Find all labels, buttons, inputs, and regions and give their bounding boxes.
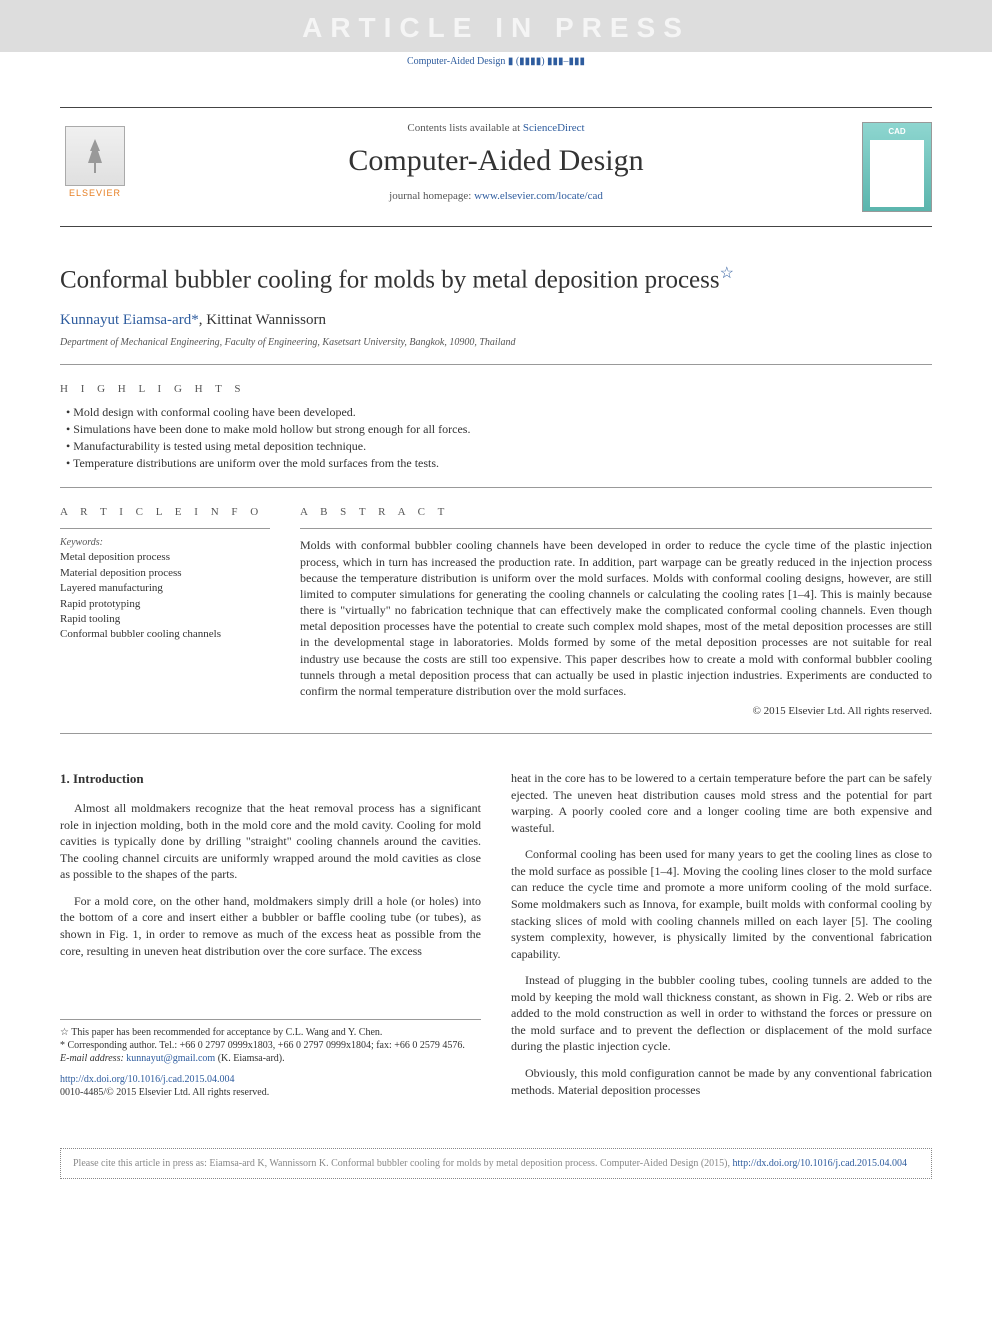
- keyword: Conformal bubbler cooling channels: [60, 627, 270, 642]
- article-info-label: A R T I C L E I N F O: [60, 506, 270, 518]
- keyword: Material deposition process: [60, 566, 270, 581]
- footnote-recommended: ☆ This paper has been recommended for ac…: [60, 1026, 481, 1039]
- homepage-label: journal homepage:: [389, 190, 474, 202]
- authors-line: Kunnayut Eiamsa-ard*, Kittinat Wannissor…: [60, 312, 932, 329]
- divider: [60, 528, 270, 529]
- journal-reference-top: Computer-Aided Design ▮ (▮▮▮▮) ▮▮▮–▮▮▮: [0, 52, 992, 77]
- citation-footer-box: Please cite this article in press as: Ei…: [60, 1148, 932, 1179]
- sciencedirect-link[interactable]: ScienceDirect: [523, 122, 585, 134]
- body-columns: 1. Introduction Almost all moldmakers re…: [60, 770, 932, 1108]
- abstract-copyright: © 2015 Elsevier Ltd. All rights reserved…: [300, 705, 932, 717]
- affiliation: Department of Mechanical Engineering, Fa…: [60, 337, 932, 348]
- highlight-item: Temperature distributions are uniform ov…: [66, 456, 932, 471]
- corresponding-mark[interactable]: *: [191, 312, 199, 328]
- title-star-icon[interactable]: ☆: [720, 265, 734, 282]
- abstract-column: A B S T R A C T Molds with conformal bub…: [300, 506, 932, 717]
- keyword: Rapid prototyping: [60, 597, 270, 612]
- article-in-press-banner: ARTICLE IN PRESS: [0, 0, 992, 52]
- abstract-label: A B S T R A C T: [300, 506, 932, 518]
- divider: [60, 733, 932, 734]
- keywords-list: Metal deposition process Material deposi…: [60, 550, 270, 642]
- keyword: Rapid tooling: [60, 612, 270, 627]
- keyword: Metal deposition process: [60, 550, 270, 565]
- journal-cover-thumb[interactable]: CAD: [862, 122, 932, 212]
- column-right: heat in the core has to be lowered to a …: [511, 770, 932, 1108]
- highlight-item: Manufacturability is tested using metal …: [66, 439, 932, 454]
- highlights-list: Mold design with conformal cooling have …: [60, 405, 932, 471]
- article-title: Conformal bubbler cooling for molds by m…: [60, 263, 932, 294]
- abstract-text: Molds with conformal bubbler cooling cha…: [300, 537, 932, 699]
- issn-copyright: 0010-4485/© 2015 Elsevier Ltd. All right…: [60, 1086, 481, 1099]
- email-label: E-mail address:: [60, 1053, 126, 1064]
- footnotes: ☆ This paper has been recommended for ac…: [60, 1019, 481, 1099]
- section-1-heading: 1. Introduction: [60, 770, 481, 788]
- highlight-item: Simulations have been done to make mold …: [66, 422, 932, 437]
- footnote-email: E-mail address: kunnayut@gmail.com (K. E…: [60, 1052, 481, 1065]
- elsevier-tree-icon: [65, 126, 125, 186]
- title-text: Conformal bubbler cooling for molds by m…: [60, 266, 720, 293]
- body-paragraph: Instead of plugging in the bubbler cooli…: [511, 972, 932, 1055]
- body-paragraph: heat in the core has to be lowered to a …: [511, 770, 932, 836]
- divider: [60, 487, 932, 488]
- elsevier-label: ELSEVIER: [69, 188, 121, 198]
- body-paragraph: Obviously, this mold configuration canno…: [511, 1065, 932, 1098]
- homepage-line: journal homepage: www.elsevier.com/locat…: [130, 190, 862, 202]
- email-link[interactable]: kunnayut@gmail.com: [126, 1053, 215, 1064]
- column-left: 1. Introduction Almost all moldmakers re…: [60, 770, 481, 1108]
- body-paragraph: For a mold core, on the other hand, mold…: [60, 893, 481, 959]
- divider: [60, 364, 932, 365]
- keyword: Layered manufacturing: [60, 581, 270, 596]
- contents-text: Contents lists available at: [407, 122, 522, 134]
- citation-doi-link[interactable]: http://dx.doi.org/10.1016/j.cad.2015.04.…: [733, 1158, 908, 1169]
- elsevier-logo[interactable]: ELSEVIER: [60, 122, 130, 202]
- journal-header: ELSEVIER Contents lists available at Sci…: [60, 107, 932, 227]
- article-info-column: A R T I C L E I N F O Keywords: Metal de…: [60, 506, 270, 717]
- journal-title: Computer-Aided Design: [130, 144, 862, 178]
- highlights-label: H I G H L I G H T S: [60, 383, 932, 395]
- highlight-item: Mold design with conformal cooling have …: [66, 405, 932, 420]
- keywords-label: Keywords:: [60, 537, 270, 548]
- email-name: (K. Eiamsa-ard).: [215, 1053, 284, 1064]
- footnote-corresponding: * Corresponding author. Tel.: +66 0 2797…: [60, 1039, 481, 1052]
- doi-link[interactable]: http://dx.doi.org/10.1016/j.cad.2015.04.…: [60, 1073, 481, 1086]
- author-1-link[interactable]: Kunnayut Eiamsa-ard: [60, 312, 191, 328]
- cover-label: CAD: [888, 127, 905, 136]
- divider: [300, 528, 932, 529]
- homepage-link[interactable]: www.elsevier.com/locate/cad: [474, 190, 603, 202]
- contents-available-line: Contents lists available at ScienceDirec…: [130, 122, 862, 134]
- body-paragraph: Conformal cooling has been used for many…: [511, 846, 932, 962]
- cover-body-icon: [870, 140, 924, 207]
- author-2: , Kittinat Wannissorn: [199, 312, 326, 328]
- body-paragraph: Almost all moldmakers recognize that the…: [60, 800, 481, 883]
- citation-text: Please cite this article in press as: Ei…: [73, 1158, 733, 1169]
